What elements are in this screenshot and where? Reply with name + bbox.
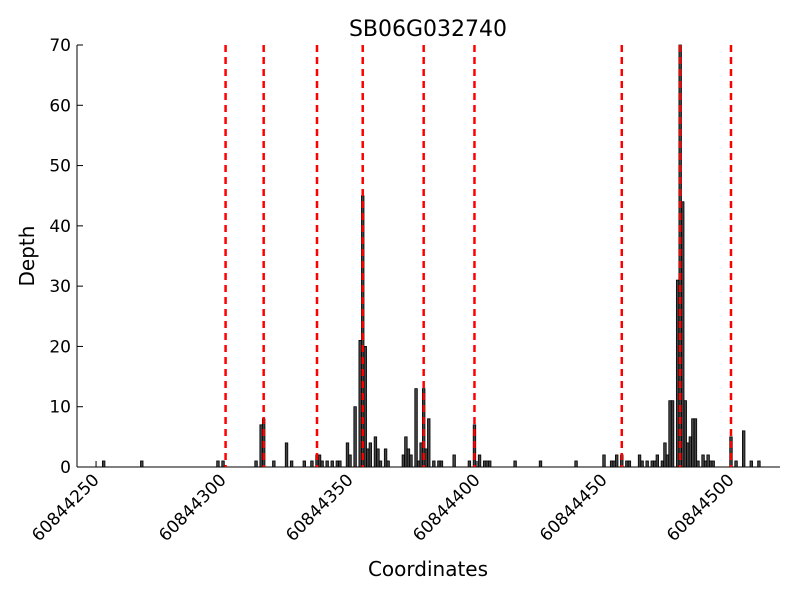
bar (683, 400, 687, 468)
bar (325, 460, 329, 468)
bar (615, 454, 619, 468)
bar (432, 460, 436, 468)
bar (409, 454, 413, 468)
bar (670, 400, 675, 468)
x-tick-label: 60844350 (282, 470, 357, 545)
bar (749, 460, 753, 468)
bar (693, 418, 698, 468)
x-tick-label: 60844500 (663, 470, 738, 545)
bar (386, 460, 390, 468)
bar (439, 460, 444, 468)
bar (574, 460, 578, 468)
bar (289, 460, 294, 468)
y-tick-label: 40 (49, 217, 71, 237)
bar (414, 388, 418, 468)
bar (348, 454, 352, 468)
bar (427, 418, 431, 468)
bar (254, 460, 258, 468)
bar (320, 460, 324, 468)
x-tick-label: 60844400 (409, 470, 484, 545)
bar (302, 460, 306, 468)
bar (513, 460, 517, 468)
bar (376, 448, 380, 468)
bar (681, 201, 685, 468)
bar (734, 460, 738, 468)
bar (477, 454, 482, 468)
bar (655, 454, 660, 468)
bar (140, 460, 144, 468)
bar (101, 460, 106, 468)
bar (602, 454, 606, 468)
x-axis-label: Coordinates (368, 557, 488, 581)
bar (284, 442, 289, 468)
x-tick-label: 60844450 (536, 470, 611, 545)
bar (538, 460, 543, 468)
chart-title: SB06G032740 (349, 17, 507, 42)
bar (378, 460, 383, 468)
bar (488, 460, 492, 468)
bar (645, 460, 649, 468)
bar (627, 460, 632, 468)
x-tick-label: 60844300 (155, 470, 230, 545)
y-tick-label: 50 (49, 157, 71, 177)
bar (216, 460, 220, 468)
bar (757, 460, 761, 468)
bar (742, 430, 746, 468)
y-tick-label: 70 (49, 36, 71, 56)
bar (696, 460, 700, 468)
bar (467, 460, 472, 468)
bar (338, 460, 342, 468)
y-axis-label: Depth (15, 226, 39, 287)
y-tick-label: 0 (60, 458, 71, 478)
bar (221, 460, 225, 468)
y-tick-label: 10 (49, 398, 71, 418)
bar (310, 460, 314, 468)
bar (711, 460, 715, 468)
bar (330, 460, 334, 468)
bar (353, 406, 357, 468)
y-tick-label: 60 (49, 96, 71, 116)
x-tick-label: 60844250 (28, 470, 103, 545)
bar (363, 346, 367, 468)
bar (383, 448, 388, 468)
bar (368, 442, 373, 468)
bar (452, 454, 456, 468)
y-tick-label: 20 (49, 337, 71, 357)
bar (640, 460, 644, 468)
y-tick-label: 30 (49, 277, 71, 297)
bar (272, 460, 276, 468)
